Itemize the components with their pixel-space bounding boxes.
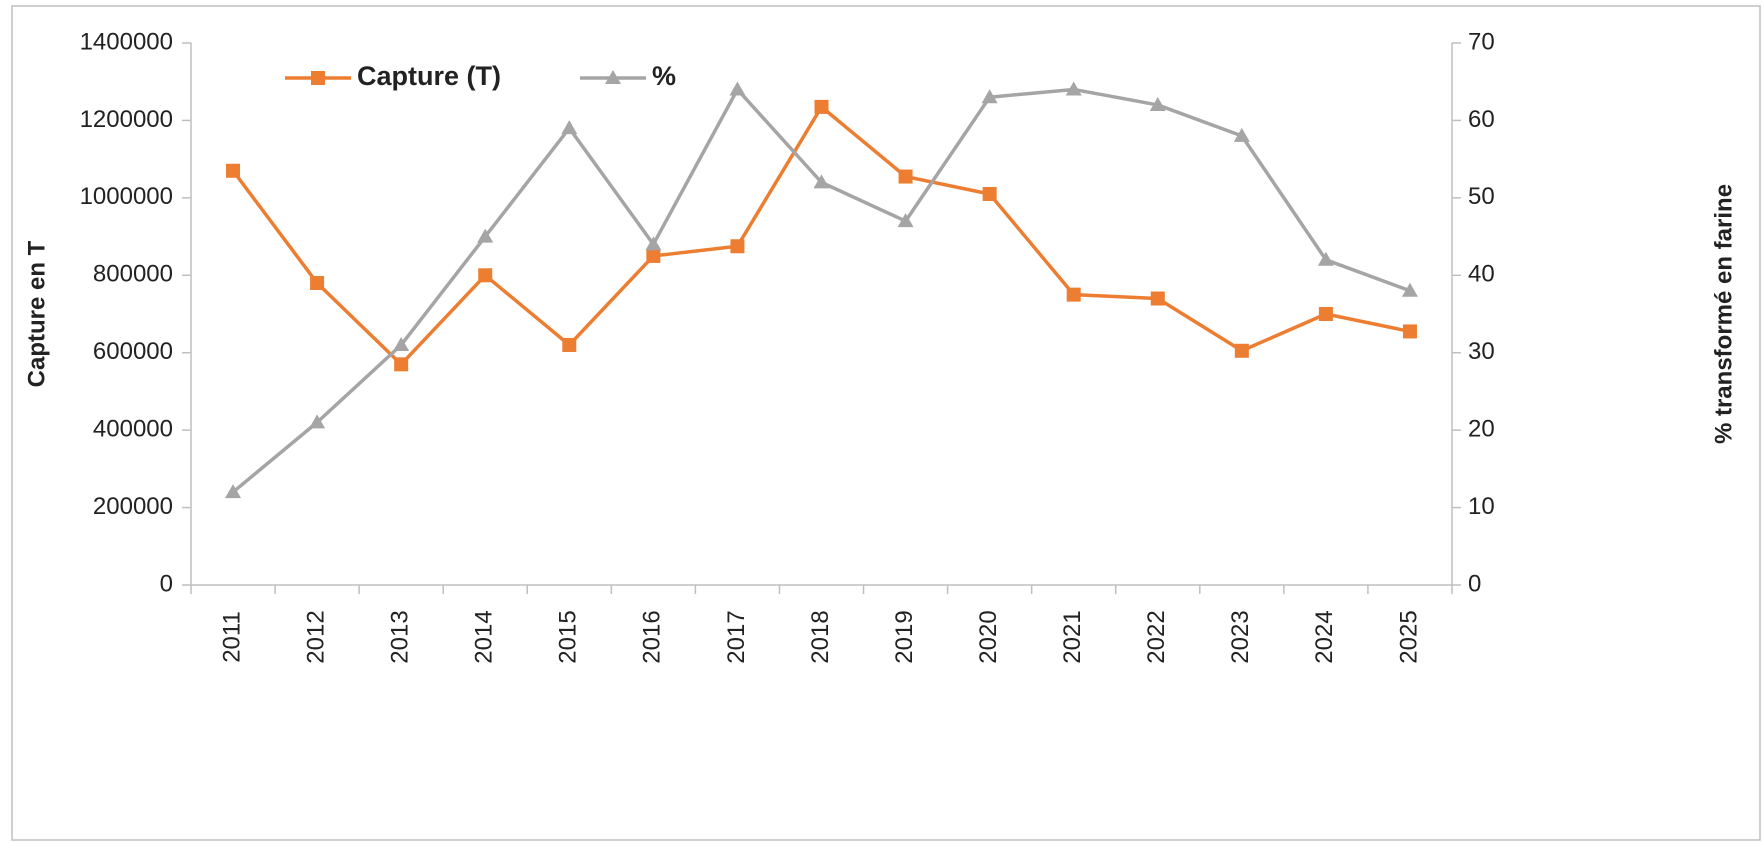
marker (1318, 307, 1333, 321)
x-tick-label: 2022 (1143, 610, 1170, 663)
y-axis-title: Capture en T (23, 240, 50, 387)
x-tick-label: 2024 (1311, 610, 1338, 663)
marker (311, 71, 325, 85)
y-tick-label: 200000 (93, 493, 173, 520)
marker (645, 236, 662, 251)
marker (646, 248, 661, 263)
marker (813, 174, 830, 189)
marker (226, 163, 241, 178)
marker (1065, 81, 1082, 96)
marker (1234, 343, 1249, 358)
marker (982, 186, 997, 201)
y-tick-label: 600000 (93, 338, 173, 365)
marker (981, 89, 998, 104)
marker (898, 169, 913, 184)
marker (1401, 282, 1418, 297)
y-tick-label: 0 (160, 570, 173, 597)
x-tick-label: 2014 (471, 610, 498, 663)
x-tick-label: 2015 (555, 610, 582, 663)
x-tick-label: 2025 (1395, 610, 1422, 663)
marker (897, 213, 914, 228)
y-tick-label: 1000000 (80, 183, 173, 210)
y-tick-label: 1200000 (80, 106, 173, 133)
marker (477, 228, 494, 243)
y2-tick-label: 0 (1468, 570, 1481, 597)
marker (393, 336, 410, 351)
marker (478, 268, 493, 283)
marker (225, 484, 242, 499)
marker (1233, 127, 1250, 142)
x-tick-label: 2020 (975, 610, 1002, 663)
y-tick-label: 1400000 (80, 28, 173, 55)
marker (309, 414, 326, 429)
y2-tick-label: 50 (1468, 183, 1495, 210)
x-tick-label: 2023 (1227, 610, 1254, 663)
marker (814, 99, 829, 114)
y-tick-label: 800000 (93, 261, 173, 288)
x-tick-label: 2017 (723, 610, 750, 663)
x-tick-label: 2012 (302, 610, 329, 663)
chart-border (11, 5, 1761, 841)
marker (1066, 287, 1081, 302)
y2-axis-title: % transformé en farine (1710, 184, 1737, 444)
legend-label: Capture (T) (357, 61, 501, 91)
y2-tick-label: 60 (1468, 106, 1495, 133)
y-tick-label: 400000 (93, 415, 173, 442)
marker (1317, 251, 1334, 266)
y2-tick-label: 70 (1468, 28, 1495, 55)
x-tick-label: 2013 (387, 610, 414, 663)
marker (310, 276, 325, 291)
x-tick-label: 2021 (1059, 610, 1086, 663)
y2-tick-label: 40 (1468, 261, 1495, 288)
marker (561, 120, 578, 135)
y2-tick-label: 30 (1468, 338, 1495, 365)
x-tick-label: 2011 (218, 611, 245, 663)
x-tick-label: 2016 (639, 610, 666, 663)
x-tick-label: 2019 (891, 610, 918, 663)
marker (562, 337, 577, 352)
y2-tick-label: 20 (1468, 415, 1495, 442)
marker (605, 70, 621, 84)
x-tick-label: 2018 (807, 610, 834, 663)
marker (1149, 96, 1166, 111)
y2-tick-label: 10 (1468, 493, 1495, 520)
marker (1402, 324, 1417, 339)
marker (394, 357, 409, 372)
marker (1150, 291, 1165, 306)
marker (730, 239, 745, 254)
marker (729, 81, 746, 96)
legend-label: % (652, 61, 676, 91)
